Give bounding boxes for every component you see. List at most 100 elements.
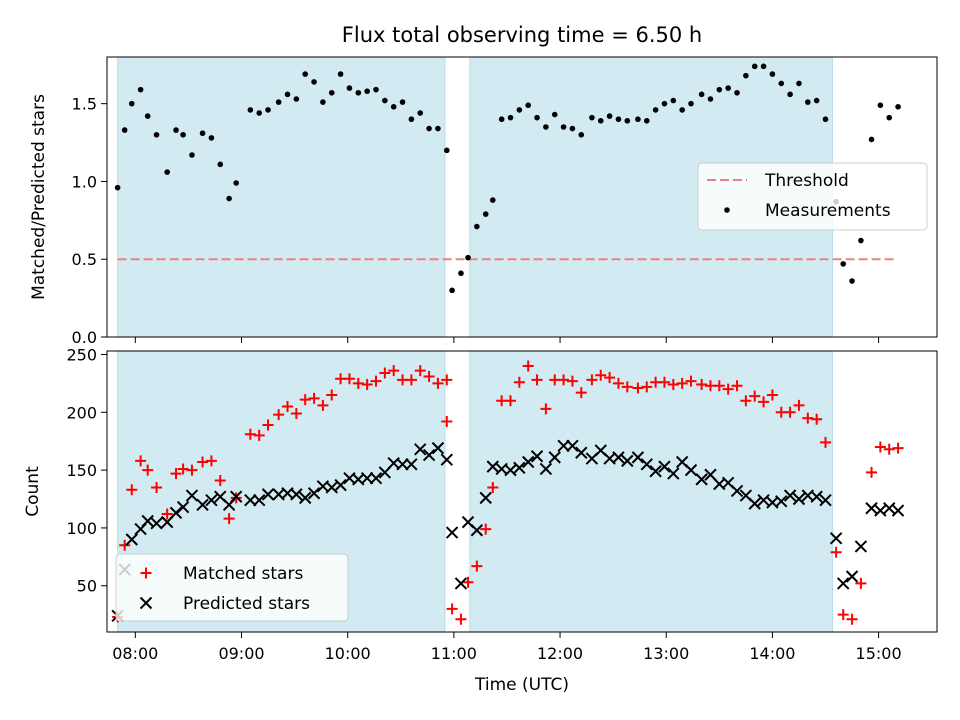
matched-star-point (713, 380, 725, 392)
legend-matched-swatch (140, 567, 152, 579)
measurement-point (199, 130, 206, 137)
x-tick-label: 12:00 (537, 644, 583, 663)
measurement-point (551, 111, 558, 118)
predicted-star-point (479, 491, 492, 505)
measurement-point (858, 237, 864, 244)
measurement-point (661, 100, 668, 107)
matched-star-point (441, 416, 453, 428)
matched-star-point (308, 392, 320, 404)
measurement-point (465, 254, 471, 261)
predicted-star-point (730, 484, 744, 498)
measurement-point (877, 102, 884, 109)
measurement-point (173, 127, 179, 133)
measurement-point (707, 96, 714, 102)
legend-matched-label: Matched stars (183, 564, 303, 584)
matched-star-point (874, 441, 886, 453)
matched-star-point (522, 360, 534, 372)
predicted-star-point (196, 498, 209, 512)
predicted-star-point (548, 451, 561, 464)
predicted-star-point (631, 451, 645, 464)
measurement-point (635, 116, 641, 123)
measurement-point (474, 223, 480, 230)
x-tick-label: 09:00 (218, 644, 264, 663)
measurement-point (275, 99, 282, 105)
predicted-star-point (422, 448, 436, 462)
measurement-point (390, 103, 397, 110)
predicted-star-point (810, 490, 823, 503)
matched-star-point (223, 513, 235, 525)
measurement-point (399, 99, 406, 105)
matched-star-point (253, 429, 265, 441)
measurement-point (688, 100, 694, 107)
matched-star-point (480, 523, 492, 535)
measurement-point (489, 197, 496, 203)
matched-star-point (455, 613, 467, 625)
measurement-point (734, 89, 740, 96)
matched-star-point (487, 481, 499, 493)
matched-star-point (866, 466, 878, 478)
matched-star-point (766, 389, 778, 401)
matched-star-point (731, 380, 743, 392)
x-tick-label: 14:00 (749, 644, 795, 663)
bottom-y-axis-label: Count (23, 466, 43, 517)
measurement-point (796, 80, 802, 87)
predicted-star-point (819, 493, 832, 507)
matched-star-point (161, 508, 173, 520)
matched-star-point (740, 395, 752, 407)
predicted-star-point (513, 461, 526, 475)
matched-star-point (446, 603, 458, 615)
bottom-x-axis: 08:00 09:00 10:00 11:00 12:00 13:00 14:00 15:00 (112, 632, 902, 663)
matched-star-point (830, 546, 842, 558)
matched-star-point (119, 539, 131, 551)
matched-star-point (186, 464, 198, 476)
x-tick-label: 10:00 (325, 644, 371, 663)
predicted-star-point (504, 463, 517, 477)
matched-star-point (282, 401, 294, 413)
matched-star-point (793, 399, 805, 411)
predicted-star-point (667, 467, 680, 480)
measurement-point (751, 63, 758, 70)
measurement-points (114, 63, 901, 294)
matched-star-point (370, 375, 382, 387)
measurement-point (743, 72, 749, 79)
matched-star-point (837, 609, 849, 621)
matched-star-point (299, 394, 311, 406)
matched-star-point (273, 409, 285, 421)
measurement-point (805, 99, 811, 105)
predicted-stars-points (111, 439, 905, 623)
measurement-point (569, 125, 576, 132)
matched-star-point (658, 376, 670, 388)
matched-star-point (667, 379, 679, 391)
matched-star-point (566, 375, 578, 387)
matched-star-point (214, 475, 226, 487)
predicted-star-point (176, 500, 190, 514)
measurement-point (769, 71, 776, 77)
measurement-point (525, 102, 531, 109)
y-tick-label: 1.0 (72, 172, 97, 191)
measurement-point (716, 86, 723, 93)
matched-star-point (151, 481, 163, 493)
matched-star-point (846, 613, 858, 625)
legend-box (697, 162, 928, 231)
matched-star-point (317, 399, 329, 411)
top-legend: Threshold Measurements (697, 162, 928, 231)
matched-star-point (513, 376, 525, 388)
measurement-point (458, 270, 464, 277)
observing-window-1 (117, 56, 446, 338)
predicted-star-point (521, 455, 535, 469)
matched-star-point (205, 455, 217, 467)
matched-star-point (621, 381, 633, 393)
observing-window-2 (469, 350, 834, 633)
legend-predicted-label: Predicted stars (183, 594, 310, 614)
predicted-star-point (566, 439, 579, 453)
measurement-point (670, 97, 677, 104)
predicted-star-point (445, 526, 459, 539)
matched-star-point (432, 377, 444, 389)
measurement-point (320, 99, 326, 105)
predicted-star-point (470, 524, 484, 537)
predicted-star-point (874, 504, 887, 517)
measurement-point (256, 110, 262, 116)
measurement-point (382, 97, 388, 104)
measurement-point (293, 96, 300, 102)
measurement-point (606, 113, 613, 119)
